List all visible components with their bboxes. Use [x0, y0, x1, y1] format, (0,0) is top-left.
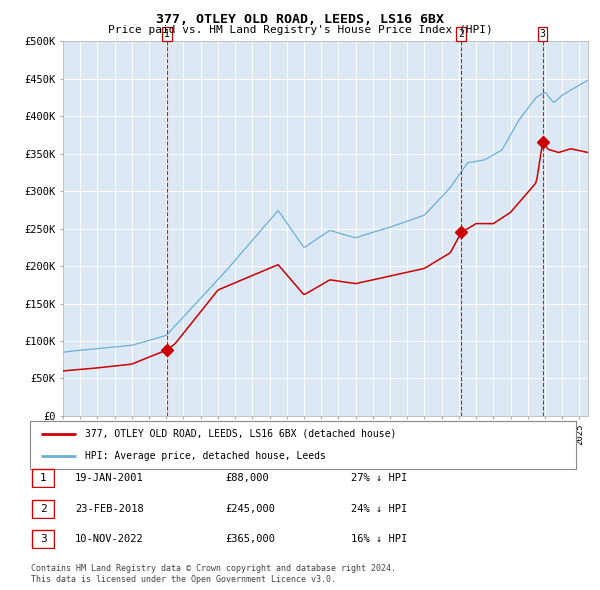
Text: 19-JAN-2001: 19-JAN-2001: [75, 473, 144, 483]
Text: This data is licensed under the Open Government Licence v3.0.: This data is licensed under the Open Gov…: [31, 575, 336, 584]
Text: 1: 1: [40, 473, 47, 483]
Text: 27% ↓ HPI: 27% ↓ HPI: [351, 473, 407, 483]
Text: £88,000: £88,000: [225, 473, 269, 483]
Text: 23-FEB-2018: 23-FEB-2018: [75, 504, 144, 513]
Text: £365,000: £365,000: [225, 535, 275, 544]
FancyBboxPatch shape: [32, 530, 54, 548]
Text: 1: 1: [164, 30, 170, 40]
FancyBboxPatch shape: [32, 469, 54, 487]
Text: 16% ↓ HPI: 16% ↓ HPI: [351, 535, 407, 544]
Text: 2: 2: [40, 504, 47, 513]
Text: 2: 2: [458, 30, 464, 40]
Text: Contains HM Land Registry data © Crown copyright and database right 2024.: Contains HM Land Registry data © Crown c…: [31, 565, 396, 573]
Text: HPI: Average price, detached house, Leeds: HPI: Average price, detached house, Leed…: [85, 451, 325, 461]
Text: 3: 3: [40, 535, 47, 544]
Text: Price paid vs. HM Land Registry's House Price Index (HPI): Price paid vs. HM Land Registry's House …: [107, 25, 493, 35]
Text: 10-NOV-2022: 10-NOV-2022: [75, 535, 144, 544]
Text: 377, OTLEY OLD ROAD, LEEDS, LS16 6BX (detached house): 377, OTLEY OLD ROAD, LEEDS, LS16 6BX (de…: [85, 429, 396, 439]
Text: £245,000: £245,000: [225, 504, 275, 513]
Text: 377, OTLEY OLD ROAD, LEEDS, LS16 6BX: 377, OTLEY OLD ROAD, LEEDS, LS16 6BX: [156, 13, 444, 26]
FancyBboxPatch shape: [32, 500, 54, 517]
Text: 3: 3: [539, 30, 545, 40]
FancyBboxPatch shape: [30, 421, 576, 469]
Text: 24% ↓ HPI: 24% ↓ HPI: [351, 504, 407, 513]
